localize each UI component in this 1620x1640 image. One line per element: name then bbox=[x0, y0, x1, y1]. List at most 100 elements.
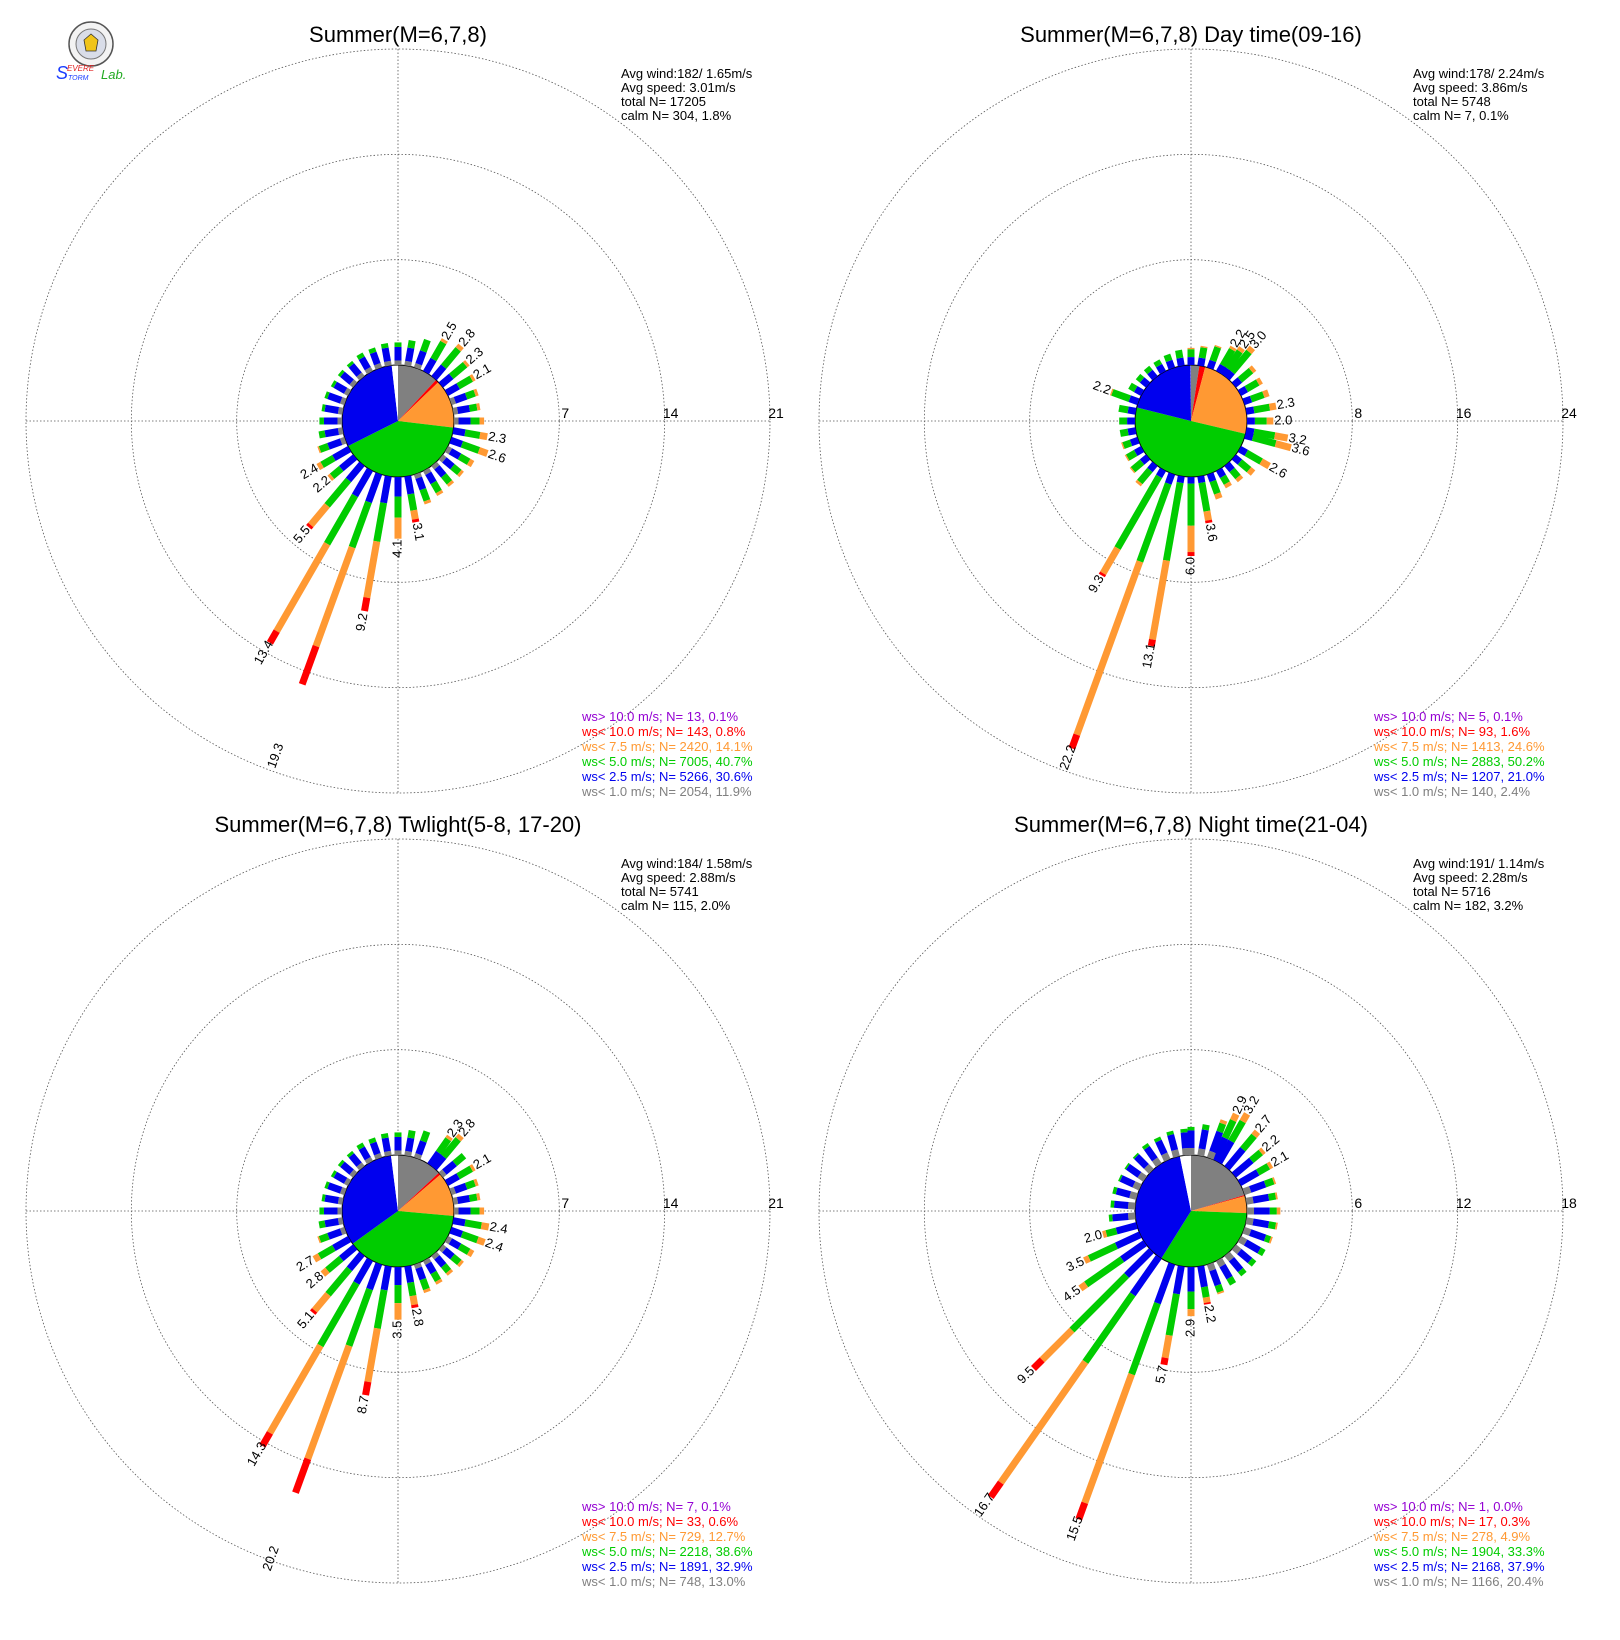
bar-total-label: 8.7 bbox=[354, 1395, 372, 1415]
bar-segment-ws_lt_5 bbox=[321, 404, 326, 412]
pie-slice-ws_lt_2_5 bbox=[1136, 365, 1191, 421]
bar-segment-ws_lt_2_5 bbox=[1243, 1239, 1262, 1254]
bar-segment-ws_lt_2_5 bbox=[1197, 357, 1206, 367]
bar-segment-ws_lt_7_5 bbox=[327, 473, 335, 481]
bar-segment-ws_lt_2_5 bbox=[444, 383, 460, 397]
bar-segment-ws_lt_7_5 bbox=[320, 1267, 330, 1277]
legend-entry-ws_lt_1: ws< 1.0 m/s; N= 140, 2.4% bbox=[1373, 784, 1531, 799]
direction-bar-10 bbox=[1197, 1124, 1210, 1157]
bar-segment-ws_lt_5 bbox=[345, 1287, 373, 1347]
bar-segment-ws_lt_2_5 bbox=[1198, 1129, 1209, 1150]
direction-bar-310 bbox=[1135, 373, 1151, 388]
bar-segment-ws_lt_10 bbox=[298, 644, 320, 686]
bar-segment-ws_lt_5 bbox=[464, 389, 476, 400]
bar-segment-ws_lt_7_5 bbox=[364, 1327, 381, 1383]
bar-segment-ws_lt_2_5 bbox=[365, 472, 383, 504]
bar-total-label: 15.5 bbox=[1063, 1514, 1086, 1543]
bar-segment-ws_lt_2_5 bbox=[327, 392, 343, 404]
pie-slice-ws_lt_10 bbox=[1191, 365, 1206, 421]
bar-segment-ws_lt_7_5 bbox=[1187, 1309, 1195, 1317]
direction-bar-240 bbox=[316, 445, 352, 471]
bar-segment-ws_lt_5 bbox=[407, 340, 416, 349]
bar-segment-ws_lt_5 bbox=[419, 1277, 430, 1291]
bar-segment-ws_lt_7_5 bbox=[311, 1291, 331, 1313]
bar-segment-ws_lt_2_5 bbox=[1237, 1169, 1260, 1187]
bar-segment-ws_lt_7_5 bbox=[1161, 1334, 1173, 1359]
direction-bar-220 bbox=[309, 1251, 365, 1315]
bar-segment-ws_lt_7_5 bbox=[473, 388, 479, 397]
bar-segment-ws_lt_5 bbox=[464, 1179, 476, 1190]
bar-segment-ws_lt_2_5 bbox=[1244, 432, 1254, 441]
bar-segment-ws_lt_5 bbox=[449, 362, 468, 379]
bar-segment-ws_lt_1 bbox=[444, 1235, 453, 1245]
windrose-panel-4: Summer(M=6,7,8) Night time(21-04)6 12 1816… bbox=[818, 812, 1577, 1589]
bar-segment-ws_lt_10 bbox=[292, 1457, 312, 1494]
bar-segment-ws_lt_1 bbox=[1215, 1257, 1226, 1268]
pie-slice-ws_lt_7_5 bbox=[1191, 1196, 1247, 1214]
windrose-panel-2: Summer(M=6,7,8) Day time(09-16) 8 16 24 22.2… bbox=[818, 22, 1577, 799]
legend-entry-ws_lt_10: ws< 10.0 m/s; N= 143, 0.8% bbox=[581, 724, 746, 739]
bar-segment-ws_lt_2_5 bbox=[1172, 1265, 1185, 1295]
bar-segment-ws_lt_5 bbox=[1112, 1186, 1118, 1195]
bar-segment-ws_lt_5 bbox=[324, 1181, 330, 1189]
bar-segment-ws_lt_2_5 bbox=[1231, 377, 1243, 388]
bar-segment-ws_lt_5 bbox=[407, 1281, 417, 1297]
info-line-3: total N= 5741 bbox=[621, 884, 699, 899]
bar-segment-ws_lt_2_5 bbox=[380, 475, 392, 504]
bar-segment-ws_lt_1 bbox=[374, 362, 383, 370]
windrose-panel-1: Summer(M=6,7,8)7 14 2119.313.49.25.54.13.1… bbox=[25, 22, 784, 799]
bar-segment-ws_lt_5 bbox=[319, 417, 324, 425]
bar-segment-ws_lt_2_5 bbox=[1125, 1163, 1142, 1178]
bar-segment-ws_lt_2_5 bbox=[1215, 467, 1226, 479]
direction-bar-100 bbox=[452, 1217, 490, 1231]
bar-segment-ws_lt_7_5 bbox=[312, 1253, 322, 1263]
bar-segment-ws_lt_5 bbox=[1114, 474, 1163, 550]
direction-bar-80 bbox=[452, 403, 481, 415]
bar-segment-ws_lt_2_5 bbox=[438, 373, 454, 388]
bar-segment-ws_lt_5 bbox=[1087, 1242, 1118, 1262]
bar-segment-ws_lt_2_5 bbox=[404, 1265, 415, 1284]
direction-bar-120 bbox=[444, 1235, 475, 1258]
bar-segment-ws_lt_7_5 bbox=[455, 343, 464, 352]
bar-segment-ws_lt_5 bbox=[1119, 417, 1128, 425]
direction-bar-355 bbox=[1180, 1128, 1190, 1156]
bar-segment-ws_lt_1 bbox=[454, 417, 459, 425]
bar-total-label: 3.2 bbox=[1287, 430, 1307, 448]
direction-bar-190 bbox=[1147, 475, 1185, 647]
bar-segment-ws_lt_7_5 bbox=[1083, 1255, 1091, 1264]
bar-segment-ws_lt_5 bbox=[1268, 1221, 1277, 1230]
direction-bar-255 bbox=[1102, 1222, 1138, 1238]
range-ring bbox=[818, 838, 1564, 1584]
bar-segment-ws_lt_7_5 bbox=[476, 1236, 486, 1246]
bar-segment-ws_lt_2_5 bbox=[1127, 406, 1137, 415]
bar-segment-ws_lt_5 bbox=[1244, 449, 1263, 465]
pie-slice-ws_lt_5 bbox=[1135, 407, 1246, 477]
direction-bar-340 bbox=[368, 347, 383, 370]
bar-segment-ws_lt_2_5 bbox=[1224, 1147, 1246, 1171]
bar-segment-ws_lt_1 bbox=[413, 1152, 422, 1160]
bar-segment-ws_lt_2_5 bbox=[1252, 1193, 1270, 1204]
bar-segment-ws_lt_5 bbox=[470, 417, 480, 425]
bar-segment-ws_lt_2_5 bbox=[346, 1251, 365, 1272]
bar-segment-ws_lt_10 bbox=[411, 1304, 419, 1309]
bar-segment-ws_lt_7_5 bbox=[1246, 345, 1256, 355]
bar-segment-ws_lt_5 bbox=[452, 1152, 467, 1167]
bar-total-label: 3.6 bbox=[1290, 440, 1311, 459]
direction-bar-20 bbox=[1206, 1119, 1228, 1160]
bar-segment-ws_lt_1 bbox=[1127, 1202, 1136, 1210]
direction-bar-90 bbox=[454, 1207, 485, 1215]
bar-segment-ws_lt_1 bbox=[1245, 1217, 1254, 1226]
pie-slice-ws_lt_5 bbox=[347, 421, 454, 478]
legend-entry-ws_lt_2_5: ws< 2.5 m/s; N= 1891, 32.9% bbox=[581, 1559, 753, 1574]
direction-bar-310 bbox=[337, 1159, 358, 1178]
bar-segment-ws_lt_5 bbox=[346, 1150, 355, 1158]
bar-total-label: 20.2 bbox=[259, 1544, 282, 1573]
legend-entry-ws_lt_1: ws< 1.0 m/s; N= 1166, 20.4% bbox=[1373, 1574, 1544, 1589]
bar-segment-ws_lt_2_5 bbox=[442, 1247, 455, 1260]
bar-segment-ws_lt_2_5 bbox=[327, 438, 343, 450]
direction-bar-100 bbox=[452, 427, 488, 441]
direction-bar-90 bbox=[1247, 417, 1274, 425]
direction-bar-10 bbox=[1197, 345, 1208, 367]
bar-segment-ws_lt_7_5 bbox=[466, 1248, 475, 1258]
direction-bar-350 bbox=[1175, 349, 1185, 367]
